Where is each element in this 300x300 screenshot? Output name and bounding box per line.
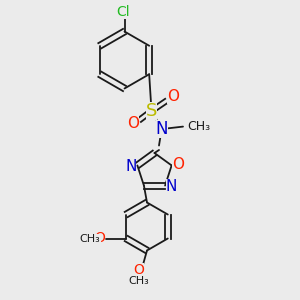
- Text: CH₃: CH₃: [80, 233, 101, 244]
- Text: O: O: [172, 157, 184, 172]
- Text: N: N: [166, 179, 177, 194]
- Text: CH₃: CH₃: [188, 120, 211, 133]
- Text: CH₃: CH₃: [128, 276, 149, 286]
- Text: O: O: [94, 232, 105, 245]
- Text: O: O: [167, 89, 179, 104]
- Text: N: N: [125, 159, 136, 174]
- Text: O: O: [134, 263, 144, 277]
- Text: O: O: [127, 116, 139, 131]
- Text: Cl: Cl: [116, 5, 130, 19]
- Text: N: N: [156, 120, 168, 138]
- Text: S: S: [146, 102, 157, 120]
